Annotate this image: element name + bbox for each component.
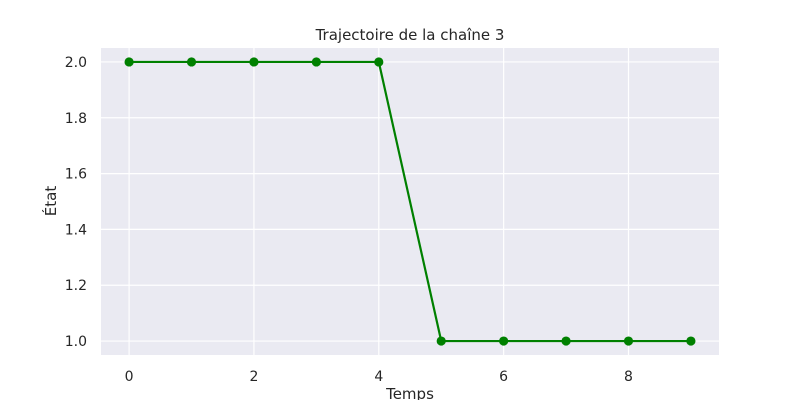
data-point <box>561 336 571 346</box>
data-point <box>623 336 634 346</box>
y-tick-label: 1.2 <box>65 278 87 294</box>
x-tick-label: 2 <box>249 369 258 385</box>
chart-title: Trajectoire de la chaîne 3 <box>315 26 505 44</box>
series-line <box>129 60 691 343</box>
x-tick-label: 0 <box>125 369 134 385</box>
series <box>124 57 696 346</box>
y-tick-labels: 1.0 1.2 1.4 1.6 1.8 2.0 <box>65 55 87 350</box>
data-point <box>686 336 696 346</box>
y-tick-label: 1.8 <box>65 111 87 127</box>
x-axis-label: Temps <box>385 385 434 400</box>
y-tick-label: 2.0 <box>65 55 87 71</box>
data-point <box>186 57 197 67</box>
data-point <box>499 336 509 346</box>
data-point <box>124 57 134 67</box>
x-tick-label: 8 <box>624 369 633 385</box>
data-point <box>374 57 384 67</box>
y-axis-label: État <box>41 186 60 217</box>
y-tick-label: 1.6 <box>65 167 87 183</box>
grid <box>101 48 719 355</box>
data-point <box>311 57 321 67</box>
data-point <box>436 336 446 346</box>
x-tick-labels: 0 2 4 6 8 <box>125 369 633 385</box>
x-tick-label: 4 <box>374 369 383 385</box>
y-tick-label: 1.0 <box>65 334 87 350</box>
data-point <box>249 57 259 67</box>
x-tick-label: 6 <box>499 369 508 385</box>
y-tick-label: 1.4 <box>65 222 87 238</box>
